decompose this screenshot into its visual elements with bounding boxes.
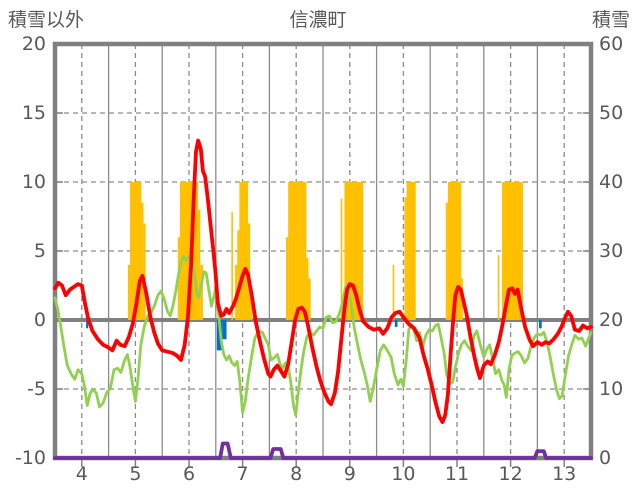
left-tick-label: -5 bbox=[27, 378, 46, 400]
snow-depth-line bbox=[53, 441, 593, 460]
left-tick-label: 5 bbox=[33, 240, 46, 262]
sunshine-bar bbox=[340, 198, 343, 320]
sunshine-bar bbox=[392, 264, 395, 320]
right-tick-label: 0 bbox=[599, 447, 612, 469]
left-tick-label: 15 bbox=[21, 102, 46, 124]
x-tick-label: 10 bbox=[391, 463, 416, 485]
sunshine-bar bbox=[306, 257, 309, 320]
right-tick-label: 60 bbox=[599, 33, 624, 55]
chart-title: 信濃町 bbox=[289, 9, 347, 31]
sunshine-bar bbox=[200, 264, 203, 320]
x-tick-label: 9 bbox=[343, 463, 356, 485]
sunshine-bar bbox=[406, 182, 416, 320]
sunshine-bar bbox=[127, 264, 131, 320]
right-axis-title: 積雪 bbox=[591, 9, 630, 31]
right-tick-label: 50 bbox=[599, 102, 624, 124]
x-tick-label: 5 bbox=[129, 463, 142, 485]
right-tick-label: 40 bbox=[599, 171, 624, 193]
sunshine-bar bbox=[497, 255, 500, 320]
sunshine-bar bbox=[288, 182, 307, 320]
x-tick-label: 6 bbox=[182, 463, 196, 485]
precip-bar bbox=[222, 320, 227, 340]
sunshine-bar bbox=[308, 278, 311, 320]
sunshine-bar bbox=[502, 182, 523, 320]
left-tick-label: -10 bbox=[14, 447, 46, 469]
sunshine-bar bbox=[231, 212, 233, 320]
x-tick-label: 11 bbox=[444, 463, 470, 485]
red-line bbox=[53, 138, 593, 425]
sunshine-bar bbox=[247, 223, 251, 320]
sunshine-bar bbox=[198, 209, 201, 320]
right-tick-label: 10 bbox=[599, 378, 624, 400]
x-tick-label: 4 bbox=[75, 463, 88, 485]
sunshine-bar bbox=[130, 182, 142, 320]
sunshine-bar bbox=[141, 202, 144, 320]
right-tick-label: 20 bbox=[599, 309, 624, 331]
sunshine-bar bbox=[143, 223, 146, 320]
precip-bar bbox=[539, 320, 542, 329]
sunshine-bar bbox=[237, 230, 240, 320]
left-tick-label: 10 bbox=[21, 171, 46, 193]
left-axis-title: 積雪以外 bbox=[8, 9, 85, 31]
x-tick-label: 12 bbox=[498, 463, 523, 485]
right-tick-label: 30 bbox=[599, 240, 624, 262]
x-tick-label: 13 bbox=[552, 463, 577, 485]
sunshine-bar bbox=[286, 237, 289, 320]
left-tick-label: 20 bbox=[21, 33, 46, 55]
precip-bar bbox=[394, 320, 398, 327]
sunshine-bar bbox=[239, 182, 248, 320]
x-tick-label: 8 bbox=[290, 463, 303, 485]
x-tick-label: 7 bbox=[236, 463, 249, 485]
precip-bar bbox=[86, 320, 89, 329]
left-tick-label: 0 bbox=[33, 309, 46, 331]
sunshine-bar bbox=[445, 202, 448, 320]
sunshine-bar bbox=[404, 197, 407, 320]
